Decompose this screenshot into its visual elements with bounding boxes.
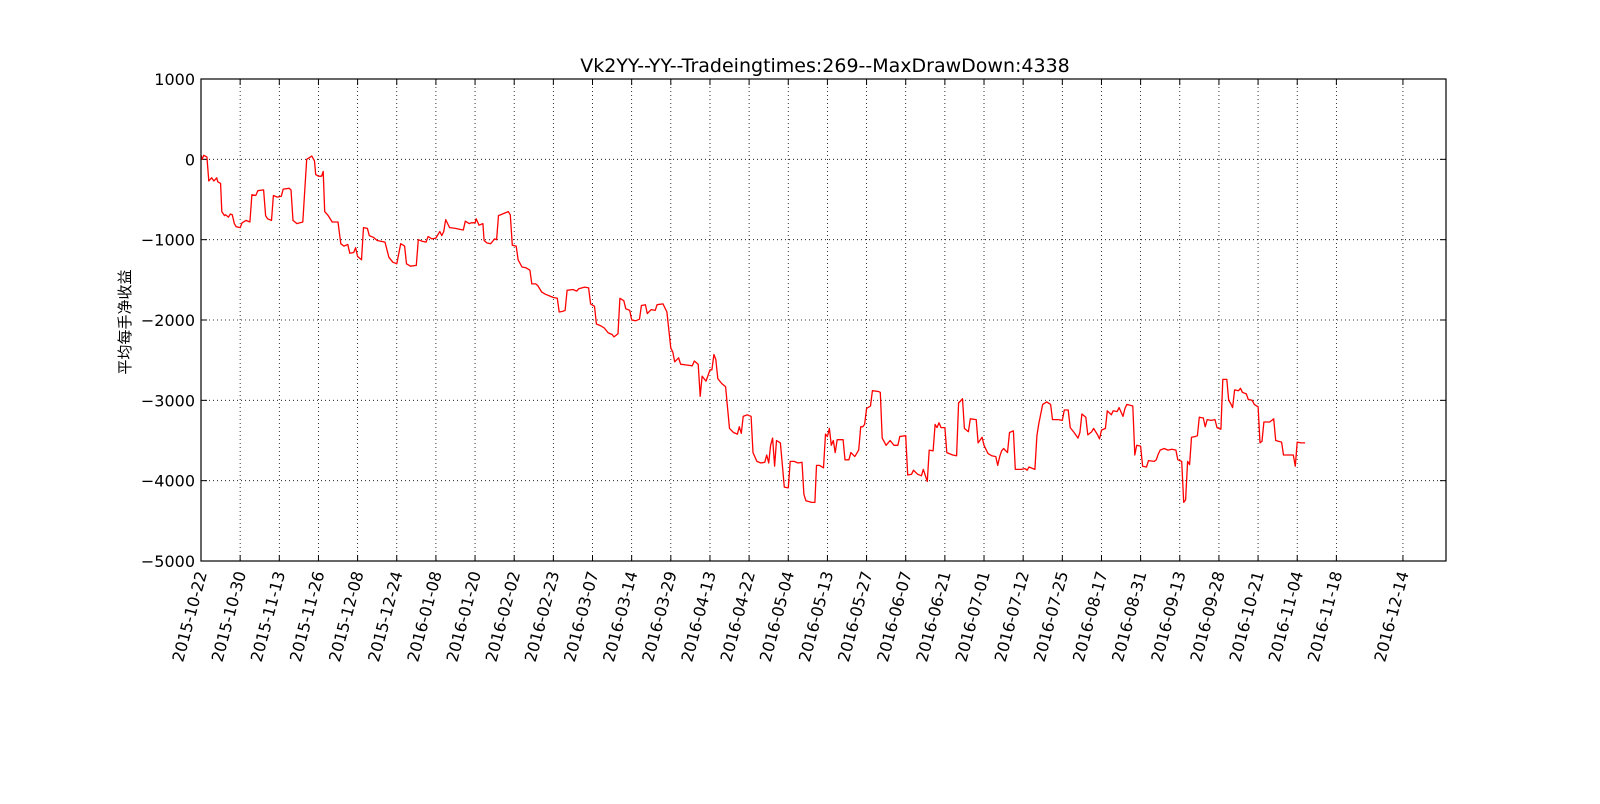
series-layer [200, 154, 1306, 504]
chart-title: Vk2YY--YY--Tradeingtimes:269--MaxDrawDow… [580, 55, 1070, 77]
series-line [200, 154, 1306, 504]
y-tick-label: 1000 [154, 70, 195, 89]
y-tick-label: −3000 [141, 391, 195, 410]
y-tick-label: −1000 [141, 231, 195, 250]
y-tick-label: −2000 [141, 311, 195, 330]
y-axis-label: 平均每手净收益 [116, 269, 134, 374]
plot-frame [200, 78, 1447, 562]
y-tick-label: −4000 [141, 472, 195, 491]
y-tick-label: 0 [185, 150, 195, 169]
y-axis: 1000 0 −1000 −2000 −3000 −4000 −5000 [141, 70, 1446, 571]
y-tick-label: −5000 [141, 552, 195, 571]
